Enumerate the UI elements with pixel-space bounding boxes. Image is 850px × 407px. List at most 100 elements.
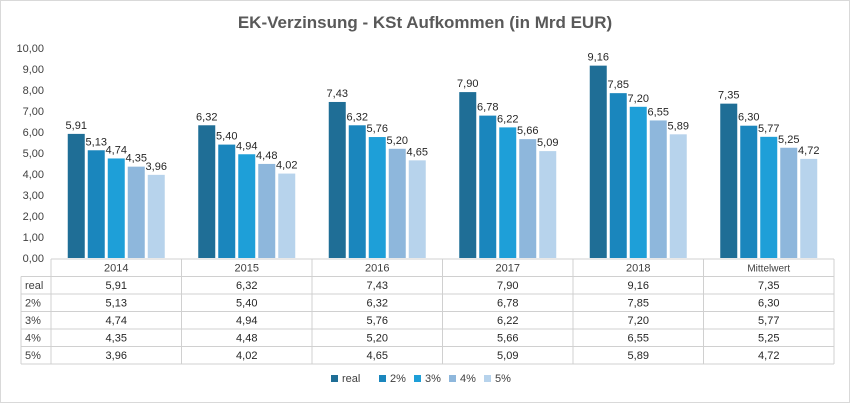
table-row-header: 4% (25, 333, 41, 345)
data-label: 3,96 (146, 161, 167, 173)
table-cell: 5,40 (236, 298, 257, 310)
table-cell: 5,89 (628, 350, 649, 362)
y-tick-label: 9,00 (23, 64, 44, 76)
data-label: 7,43 (327, 88, 348, 100)
data-label: 6,55 (648, 106, 669, 118)
bar (278, 173, 296, 258)
chart-title: EK-Verzinsung - KSt Aufkommen (in Mrd EU… (238, 13, 612, 32)
data-label: 6,22 (497, 113, 518, 125)
table-cell: 5,20 (367, 333, 388, 345)
y-tick-label: 2,00 (23, 211, 44, 223)
bar (800, 158, 818, 258)
table-cell: 5,25 (758, 333, 779, 345)
table-cell: 7,90 (497, 280, 518, 292)
table-cell: 4,94 (236, 315, 257, 327)
bar (408, 160, 426, 258)
table-row-header: 5% (25, 350, 41, 362)
legend-swatch (331, 375, 338, 382)
data-label: 7,20 (628, 93, 649, 105)
bar (629, 106, 647, 258)
x-tick-label: 2016 (365, 263, 389, 275)
bar (258, 163, 276, 258)
y-tick-label: 0,00 (23, 253, 44, 265)
bar (519, 139, 537, 258)
legend-swatch (449, 375, 456, 382)
table-cell: 5,66 (497, 333, 518, 345)
legend-label: real (342, 373, 360, 385)
data-label: 5,13 (86, 136, 107, 148)
table-cell: 4,65 (367, 350, 388, 362)
data-label: 6,32 (347, 111, 368, 123)
table-cell: 6,55 (628, 333, 649, 345)
data-label: 4,74 (106, 144, 127, 156)
table-row-header: 3% (25, 315, 41, 327)
x-tick-label: 2015 (235, 263, 259, 275)
legend-label: 5% (495, 373, 511, 385)
data-label: 6,78 (477, 102, 498, 114)
table-cell: 6,32 (367, 298, 388, 310)
y-tick-label: 5,00 (23, 148, 44, 160)
data-label: 5,89 (668, 120, 689, 132)
data-label: 4,72 (798, 145, 819, 157)
bar (368, 137, 386, 258)
data-label: 7,35 (718, 90, 739, 102)
bar (479, 115, 497, 259)
bar (720, 103, 738, 259)
table-cell: 6,78 (497, 298, 518, 310)
data-label: 4,65 (407, 146, 428, 158)
bar (649, 120, 667, 258)
table-cell: 9,16 (628, 280, 649, 292)
y-tick-label: 6,00 (23, 127, 44, 139)
bar (760, 136, 778, 258)
data-label: 5,09 (537, 137, 558, 149)
table-cell: 7,35 (758, 280, 779, 292)
table-row-header: real (25, 280, 43, 292)
bar (499, 127, 517, 258)
bar (218, 144, 236, 258)
table-row-header: 2% (25, 298, 41, 310)
data-label: 5,66 (517, 125, 538, 137)
table-cell: 4,48 (236, 333, 257, 345)
table-cell: 4,72 (758, 350, 779, 362)
y-tick-label: 7,00 (23, 106, 44, 118)
y-tick-label: 1,00 (23, 232, 44, 244)
bar (87, 150, 105, 258)
data-label: 6,32 (196, 111, 217, 123)
data-label: 4,94 (236, 140, 257, 152)
bar (328, 101, 346, 258)
y-tick-label: 10,00 (16, 43, 44, 55)
legend-swatch (414, 375, 421, 382)
data-label: 6,30 (738, 112, 759, 124)
bar (609, 93, 627, 259)
legend-label: 4% (460, 373, 476, 385)
table-cell: 6,30 (758, 298, 779, 310)
x-tick-label: 2018 (626, 263, 650, 275)
bar (238, 154, 256, 258)
table-cell: 3,96 (106, 350, 127, 362)
table-cell: 7,43 (367, 280, 388, 292)
data-label: 7,90 (457, 78, 478, 90)
bar (740, 125, 758, 258)
table-cell: 5,13 (106, 298, 127, 310)
legend-label: 2% (390, 373, 406, 385)
table-cell: 6,32 (236, 280, 257, 292)
bar (127, 166, 145, 258)
table-cell: 4,74 (106, 315, 127, 327)
table-cell: 5,91 (106, 280, 127, 292)
bar (780, 147, 798, 258)
y-tick-label: 8,00 (23, 85, 44, 97)
legend-label: 3% (425, 373, 441, 385)
bar (669, 134, 687, 258)
data-label: 7,85 (608, 79, 629, 91)
x-tick-label: Mittelwert (747, 264, 790, 275)
table-cell: 7,20 (628, 315, 649, 327)
bar (539, 151, 557, 258)
data-label: 5,40 (216, 131, 237, 143)
bar (67, 133, 85, 258)
table-cell: 7,85 (628, 298, 649, 310)
legend-swatch (379, 375, 386, 382)
table-cell: 6,22 (497, 315, 518, 327)
bar (107, 158, 125, 258)
